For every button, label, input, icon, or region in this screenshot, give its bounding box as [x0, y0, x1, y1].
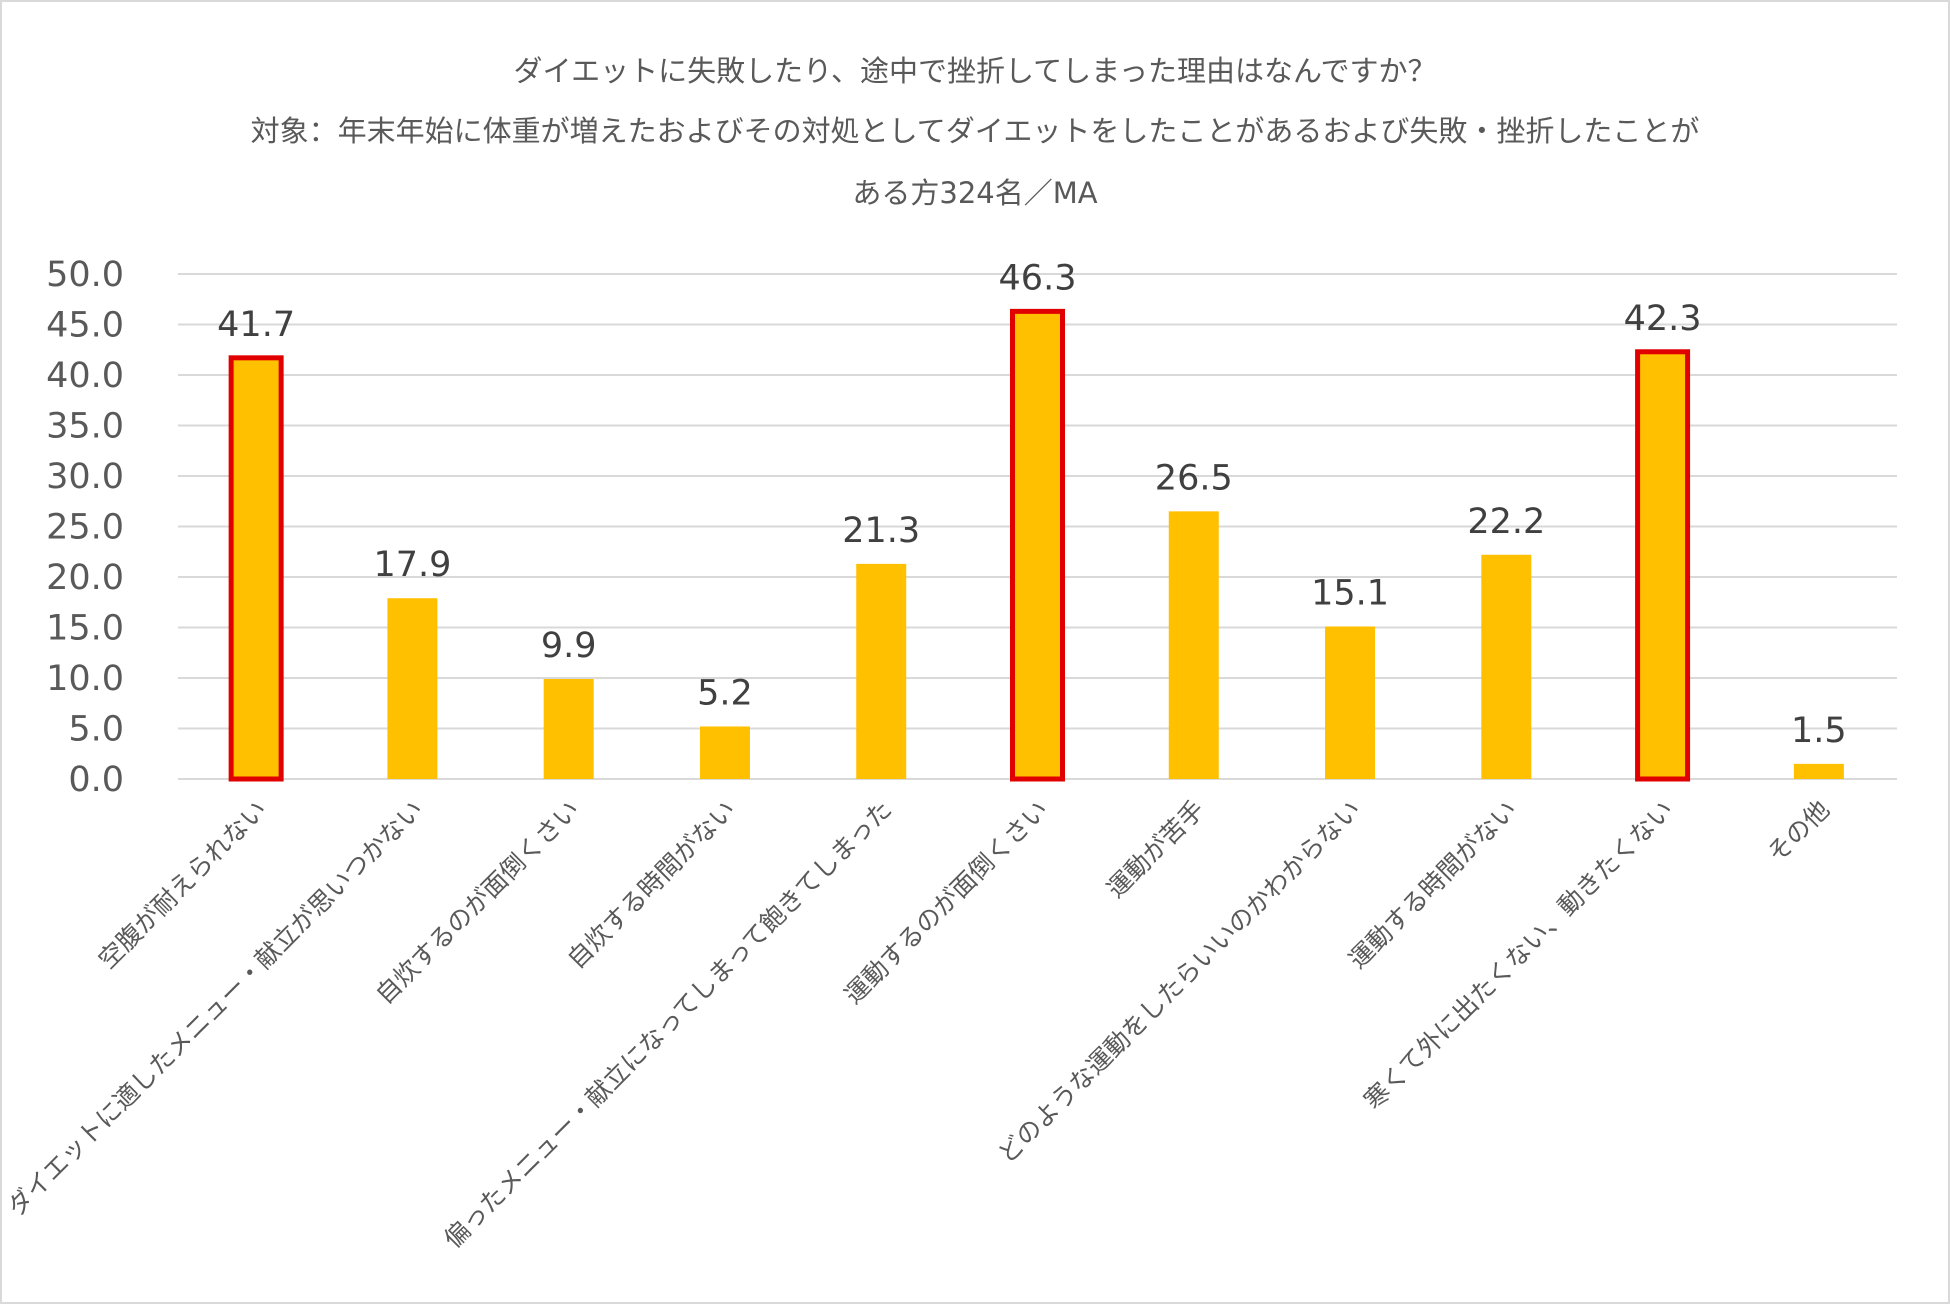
bar	[1168, 511, 1219, 779]
data-label: 15.1	[1311, 573, 1389, 613]
y-tick-label: 50.0	[46, 255, 124, 295]
y-tick-label: 40.0	[46, 356, 124, 396]
y-tick-label: 15.0	[46, 609, 124, 649]
bar	[228, 355, 284, 782]
y-tick-label: 25.0	[46, 508, 124, 548]
y-tick-label: 5.0	[68, 710, 124, 750]
bar	[699, 726, 750, 779]
data-label: 1.5	[1791, 711, 1847, 751]
category-label: 自炊する時間がない	[562, 795, 742, 975]
data-label: 21.3	[842, 511, 920, 551]
y-tick-label: 10.0	[46, 659, 124, 699]
y-tick-label: 0.0	[68, 760, 124, 800]
data-label: 9.9	[541, 626, 597, 666]
data-label: 46.3	[999, 258, 1077, 298]
bar	[387, 598, 438, 779]
data-label: 26.5	[1155, 458, 1233, 498]
bar	[1635, 349, 1691, 782]
category-label: 寒くて外に出たくない、動きたくない	[1358, 795, 1679, 1116]
y-tick-label: 35.0	[46, 407, 124, 447]
bar	[1481, 554, 1532, 779]
chart-title-line-1: ダイエットに失敗したり、途中で挫折してしまった理由はなんですか？	[513, 54, 1437, 88]
data-label: 41.7	[217, 305, 295, 345]
data-label: 17.9	[373, 545, 451, 585]
category-label: その他	[1762, 795, 1836, 869]
y-tick-label: 20.0	[46, 558, 124, 598]
bar	[856, 563, 907, 779]
bar	[543, 679, 594, 779]
data-label: 22.2	[1467, 502, 1545, 542]
category-label: 運動する時間がない	[1343, 795, 1523, 975]
chart-title-line-2: 対象：年末年始に体重が増えたおよびその対処としてダイエットをしたことがあるおよび…	[250, 114, 1700, 148]
category-label: 空腹が耐えられない	[93, 795, 273, 975]
bar	[1325, 626, 1376, 779]
bar	[1010, 308, 1065, 782]
data-label: 42.3	[1624, 299, 1702, 339]
y-tick-label: 30.0	[46, 457, 124, 497]
category-label: 運動が苦手	[1101, 795, 1210, 904]
category-label: どのような運動をしたらいいのかわからない	[992, 795, 1366, 1169]
bar	[1793, 763, 1844, 779]
data-label: 5.2	[697, 673, 753, 713]
chart-title-line-3: ある方324名／MA	[852, 176, 1098, 210]
y-tick-label: 45.0	[46, 306, 124, 346]
